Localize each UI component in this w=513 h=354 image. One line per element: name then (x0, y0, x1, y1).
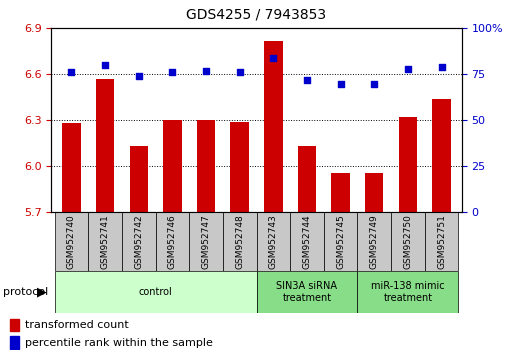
Point (438, 64, 446, 70)
Bar (230, 122, 249, 212)
Point (67, 70, 75, 75)
Point (303, 77, 311, 83)
Bar (223, 212, 256, 271)
Bar (298, 147, 316, 212)
Text: GSM952740: GSM952740 (67, 214, 76, 269)
Bar (96, 79, 114, 212)
Bar (391, 212, 425, 271)
Point (202, 68, 210, 74)
Text: SIN3A siRNA
treatment: SIN3A siRNA treatment (277, 281, 338, 303)
Bar (425, 212, 458, 271)
Bar (432, 99, 451, 212)
Text: percentile rank within the sample: percentile rank within the sample (25, 338, 212, 348)
Text: GSM952743: GSM952743 (269, 214, 278, 269)
Bar (62, 124, 81, 212)
Bar (55, 212, 88, 271)
Bar (256, 212, 290, 271)
Bar (331, 172, 350, 212)
Bar (399, 117, 417, 212)
Bar (122, 212, 155, 271)
Bar (197, 120, 215, 212)
Text: GSM952748: GSM952748 (235, 214, 244, 269)
Text: transformed count: transformed count (25, 320, 128, 330)
Bar (10, 336, 19, 349)
Point (134, 73, 143, 79)
Bar (358, 212, 391, 271)
Text: ▶: ▶ (36, 286, 46, 298)
Bar (365, 172, 384, 212)
Text: GSM952745: GSM952745 (336, 214, 345, 269)
Text: control: control (139, 287, 172, 297)
Text: GSM952744: GSM952744 (303, 214, 311, 269)
Bar (88, 212, 122, 271)
Bar (290, 212, 324, 271)
Bar (10, 319, 19, 331)
Bar (163, 120, 182, 212)
Point (337, 81, 345, 86)
Text: GSM952742: GSM952742 (134, 214, 143, 269)
Bar (55, 271, 256, 313)
Point (101, 62, 109, 68)
Text: protocol: protocol (3, 287, 48, 297)
Bar (358, 271, 458, 313)
Bar (324, 212, 358, 271)
Text: GSM952750: GSM952750 (403, 214, 412, 269)
Point (269, 55, 278, 61)
Bar (264, 41, 283, 212)
Text: GSM952749: GSM952749 (370, 214, 379, 269)
Point (235, 70, 244, 75)
Text: GSM952746: GSM952746 (168, 214, 177, 269)
Bar (129, 147, 148, 212)
Point (404, 66, 412, 72)
Text: GSM952747: GSM952747 (202, 214, 210, 269)
Text: GSM952751: GSM952751 (437, 214, 446, 269)
Bar (155, 212, 189, 271)
Text: GDS4255 / 7943853: GDS4255 / 7943853 (186, 7, 327, 21)
Bar (256, 271, 358, 313)
Text: miR-138 mimic
treatment: miR-138 mimic treatment (371, 281, 445, 303)
Text: GSM952741: GSM952741 (101, 214, 110, 269)
Bar (189, 212, 223, 271)
Point (370, 81, 379, 86)
Point (168, 70, 176, 75)
